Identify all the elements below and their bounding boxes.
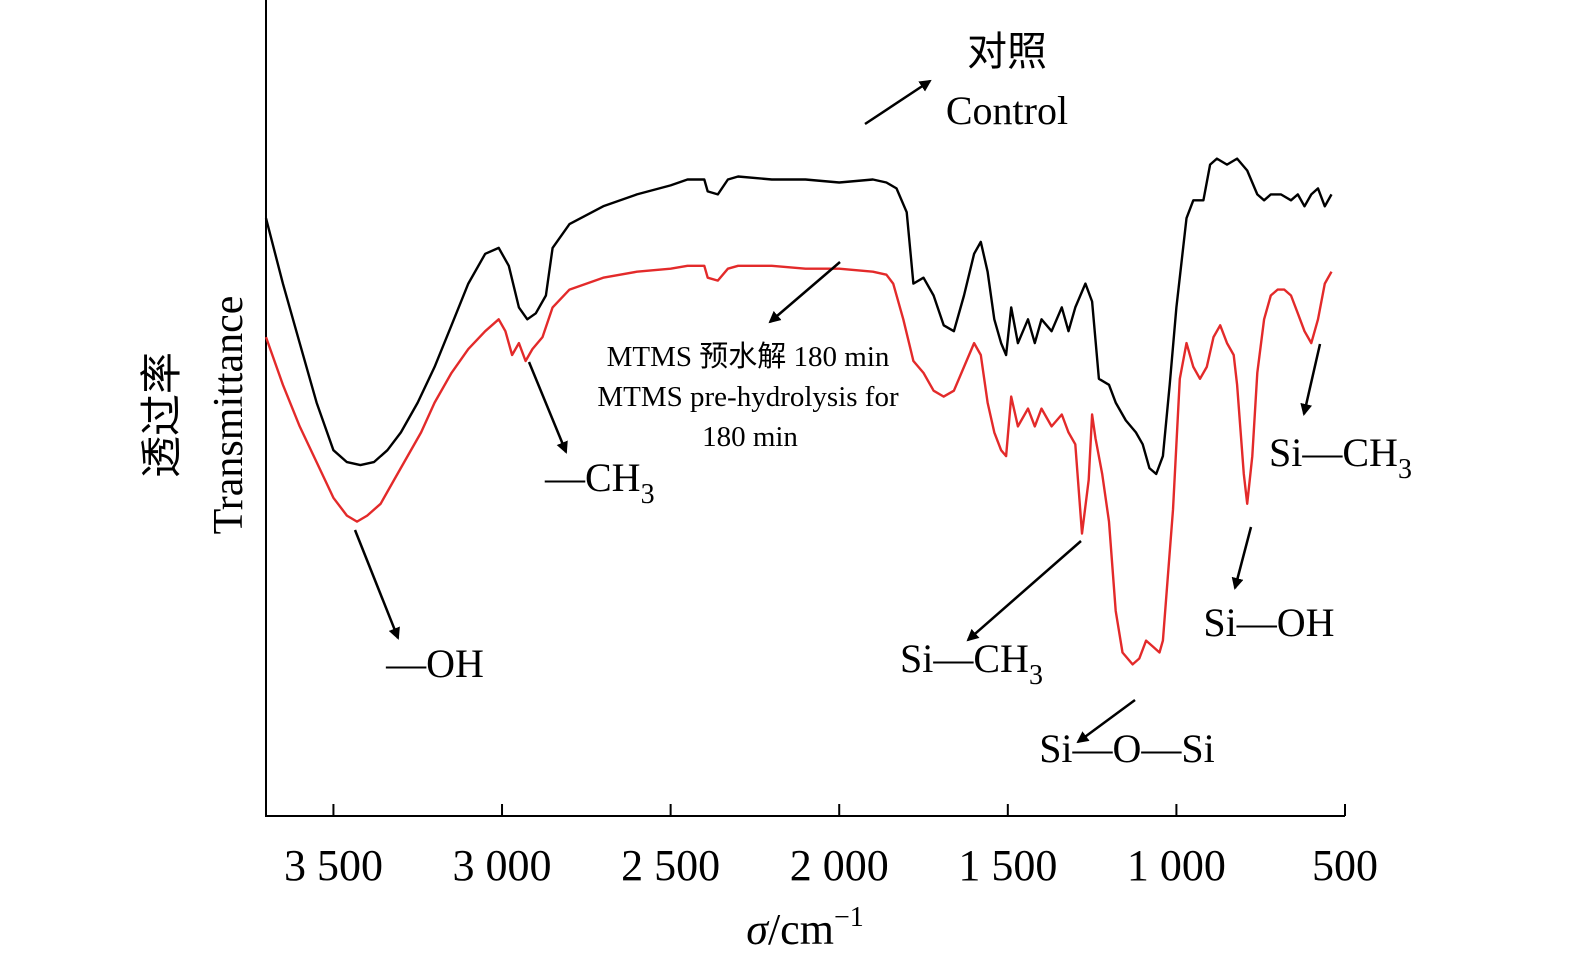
x-tick-label: 3 500: [284, 841, 383, 890]
arrow-ch3: [527, 361, 568, 454]
x-tick-label: 3 000: [453, 841, 552, 890]
arrow-si-oh: [1231, 526, 1253, 590]
x-tick-label: 2 000: [790, 841, 889, 890]
y-axis-label: 透过率 Transmittance: [139, 296, 252, 535]
label-mtms-line1: MTMS 预水解 180 min: [607, 340, 890, 373]
y-axis-label-zh: 透过率: [139, 352, 186, 478]
x-tick-label: 1 000: [1127, 841, 1226, 890]
x-axis-exponent: −1: [834, 902, 864, 933]
label-mtms-line2: MTMS pre-hydrolysis for: [597, 381, 899, 413]
x-tick-label: 500: [1312, 841, 1378, 890]
x-ticks: 3 500 3 000 2 500 2 000 1 500 1 000 500: [284, 804, 1378, 890]
arrow-si-ch3-b: [1300, 343, 1322, 416]
arrow-control: [864, 79, 932, 126]
annotation-si-o-si: Si—O—Si: [1039, 726, 1215, 771]
arrow-si-o-si: [1076, 698, 1136, 744]
series-mtms-line: [264, 264, 1333, 666]
x-axis-label: σ/cm−1: [746, 902, 863, 954]
series-control-line: [264, 157, 1333, 476]
label-mtms-line3: 180 min: [702, 421, 798, 453]
y-axis-label-en: Transmittance: [206, 296, 252, 535]
annotation-si-ch3-b: Si—CH3: [1269, 430, 1412, 485]
arrow-si-ch3-a: [966, 540, 1082, 642]
annotation-si-oh: Si—OH: [1203, 600, 1334, 645]
annotation-si-ch3-a: Si—CH3: [900, 636, 1043, 691]
x-tick-label: 1 500: [958, 841, 1057, 890]
arrow-mtms: [768, 261, 841, 324]
label-control-en: Control: [946, 88, 1068, 133]
x-axis-symbol: σ: [746, 905, 770, 954]
annotation-ch3: —CH3: [544, 455, 655, 510]
annotation-oh: —OH: [385, 641, 484, 686]
label-control-zh: 对照: [967, 29, 1047, 74]
x-tick-label: 2 500: [621, 841, 720, 890]
arrow-oh: [353, 529, 400, 640]
x-axis-unit: /cm: [768, 905, 834, 954]
